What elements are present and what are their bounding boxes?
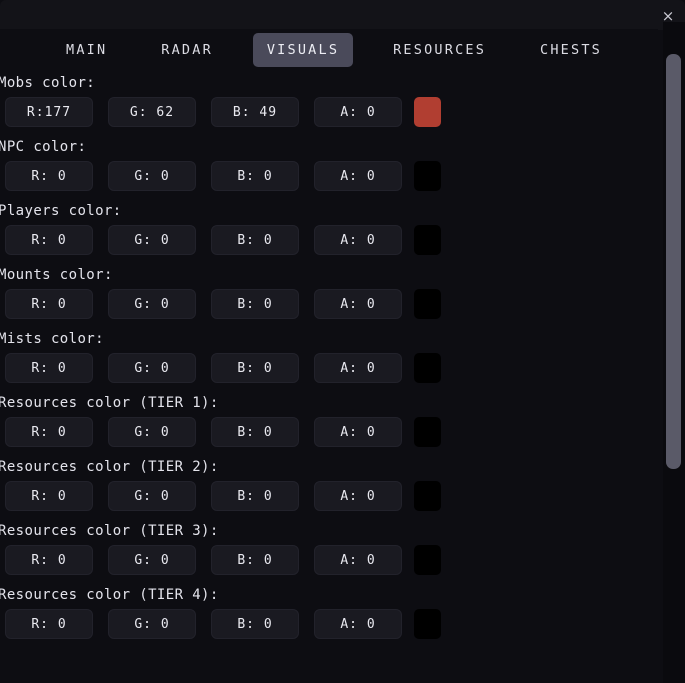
color-group-label: Mounts color:	[0, 267, 113, 283]
color-swatch[interactable]	[414, 97, 441, 127]
color-group: Mobs color: R:177 G: 62 B: 49 A: 0	[0, 71, 658, 129]
channel-b-input[interactable]: B: 0	[211, 225, 299, 255]
tab-label: MAIN	[66, 42, 108, 58]
tab-visuals[interactable]: VISUALS	[252, 33, 354, 67]
color-group: Resources color (TIER 1): R: 0 G: 0 B: 0 A: …	[0, 391, 658, 449]
color-channel-row: R: 0 G: 0 B: 0 A: 0	[0, 607, 658, 641]
color-channel-row: R: 0 G: 0 B: 0 A: 0	[0, 287, 658, 321]
channel-g-input[interactable]: G: 0	[108, 481, 196, 511]
channel-g-input[interactable]: G: 0	[108, 353, 196, 383]
channel-a-input[interactable]: A: 0	[314, 609, 402, 639]
channel-g-input[interactable]: G: 0	[108, 161, 196, 191]
channel-a-input[interactable]: A: 0	[314, 481, 402, 511]
color-group-label: Players color:	[0, 203, 122, 219]
channel-b-input[interactable]: B: 49	[211, 97, 299, 127]
channel-a-input[interactable]: A: 0	[314, 353, 402, 383]
channel-r-input[interactable]: R: 0	[5, 609, 93, 639]
tab-bar: MAIN RADAR VISUALS RESOURCES CHESTS	[0, 29, 658, 71]
scrollbar-thumb[interactable]	[666, 54, 681, 469]
color-group-label: Mists color:	[0, 331, 104, 347]
color-group-label: Resources color (TIER 3):	[0, 523, 219, 539]
color-group: Mounts color: R: 0 G: 0 B: 0 A: 0	[0, 263, 658, 321]
color-group: Players color: R: 0 G: 0 B: 0 A: 0	[0, 199, 658, 257]
channel-g-input[interactable]: G: 0	[108, 545, 196, 575]
channel-r-input[interactable]: R: 0	[5, 481, 93, 511]
tab-radar[interactable]: RADAR	[147, 33, 227, 67]
settings-content: Mobs color: R:177 G: 62 B: 49 A: 0 NPC color:…	[0, 71, 658, 683]
color-channel-row: R: 0 G: 0 B: 0 A: 0	[0, 415, 658, 449]
channel-b-input[interactable]: B: 0	[211, 545, 299, 575]
channel-b-input[interactable]: B: 0	[211, 353, 299, 383]
channel-g-input[interactable]: G: 0	[108, 609, 196, 639]
channel-r-input[interactable]: R:177	[5, 97, 93, 127]
tab-chests[interactable]: CHESTS	[526, 33, 616, 67]
color-swatch[interactable]	[414, 545, 441, 575]
tab-label: CHESTS	[540, 42, 602, 58]
tab-resources[interactable]: RESOURCES	[379, 33, 500, 67]
color-swatch[interactable]	[414, 353, 441, 383]
channel-b-input[interactable]: B: 0	[211, 417, 299, 447]
color-channel-row: R: 0 G: 0 B: 0 A: 0	[0, 351, 658, 385]
color-channel-row: R: 0 G: 0 B: 0 A: 0	[0, 159, 658, 193]
color-group: Resources color (TIER 2): R: 0 G: 0 B: 0 A: …	[0, 455, 658, 513]
color-swatch[interactable]	[414, 417, 441, 447]
color-swatch[interactable]	[414, 481, 441, 511]
channel-g-input[interactable]: G: 0	[108, 289, 196, 319]
channel-a-input[interactable]: A: 0	[314, 225, 402, 255]
color-group: NPC color: R: 0 G: 0 B: 0 A: 0	[0, 135, 658, 193]
channel-g-input[interactable]: G: 0	[108, 225, 196, 255]
close-icon[interactable]: ×	[661, 7, 675, 25]
tab-label: VISUALS	[266, 42, 340, 58]
channel-b-input[interactable]: B: 0	[211, 609, 299, 639]
channel-r-input[interactable]: R: 0	[5, 417, 93, 447]
channel-a-input[interactable]: A: 0	[314, 97, 402, 127]
channel-a-input[interactable]: A: 0	[314, 289, 402, 319]
color-swatch[interactable]	[414, 161, 441, 191]
scrollbar-track[interactable]	[663, 22, 685, 683]
channel-g-input[interactable]: G: 62	[108, 97, 196, 127]
color-group: Resources color (TIER 4): R: 0 G: 0 B: 0 A: …	[0, 583, 658, 641]
color-swatch[interactable]	[414, 609, 441, 639]
color-channel-row: R: 0 G: 0 B: 0 A: 0	[0, 223, 658, 257]
channel-r-input[interactable]: R: 0	[5, 289, 93, 319]
tab-label: RADAR	[161, 42, 213, 58]
color-swatch[interactable]	[414, 289, 441, 319]
channel-r-input[interactable]: R: 0	[5, 225, 93, 255]
color-channel-row: R: 0 G: 0 B: 0 A: 0	[0, 479, 658, 513]
channel-g-input[interactable]: G: 0	[108, 417, 196, 447]
channel-r-input[interactable]: R: 0	[5, 545, 93, 575]
channel-b-input[interactable]: B: 0	[211, 289, 299, 319]
color-channel-row: R: 0 G: 0 B: 0 A: 0	[0, 543, 658, 577]
color-group: Mists color: R: 0 G: 0 B: 0 A: 0	[0, 327, 658, 385]
color-group-label: Mobs color:	[0, 75, 96, 91]
color-group-label: NPC color:	[0, 139, 87, 155]
color-group-label: Resources color (TIER 1):	[0, 395, 219, 411]
channel-b-input[interactable]: B: 0	[211, 161, 299, 191]
color-group-label: Resources color (TIER 2):	[0, 459, 219, 475]
window-header: ×	[0, 0, 685, 30]
color-group: Resources color (TIER 3): R: 0 G: 0 B: 0 A: …	[0, 519, 658, 577]
channel-r-input[interactable]: R: 0	[5, 353, 93, 383]
color-channel-row: R:177 G: 62 B: 49 A: 0	[0, 95, 658, 129]
tab-main[interactable]: MAIN	[52, 33, 121, 67]
channel-b-input[interactable]: B: 0	[211, 481, 299, 511]
channel-r-input[interactable]: R: 0	[5, 161, 93, 191]
channel-a-input[interactable]: A: 0	[314, 545, 402, 575]
color-group-label: Resources color (TIER 4):	[0, 587, 219, 603]
channel-a-input[interactable]: A: 0	[314, 161, 402, 191]
tab-label: RESOURCES	[393, 42, 487, 58]
color-swatch[interactable]	[414, 225, 441, 255]
channel-a-input[interactable]: A: 0	[314, 417, 402, 447]
